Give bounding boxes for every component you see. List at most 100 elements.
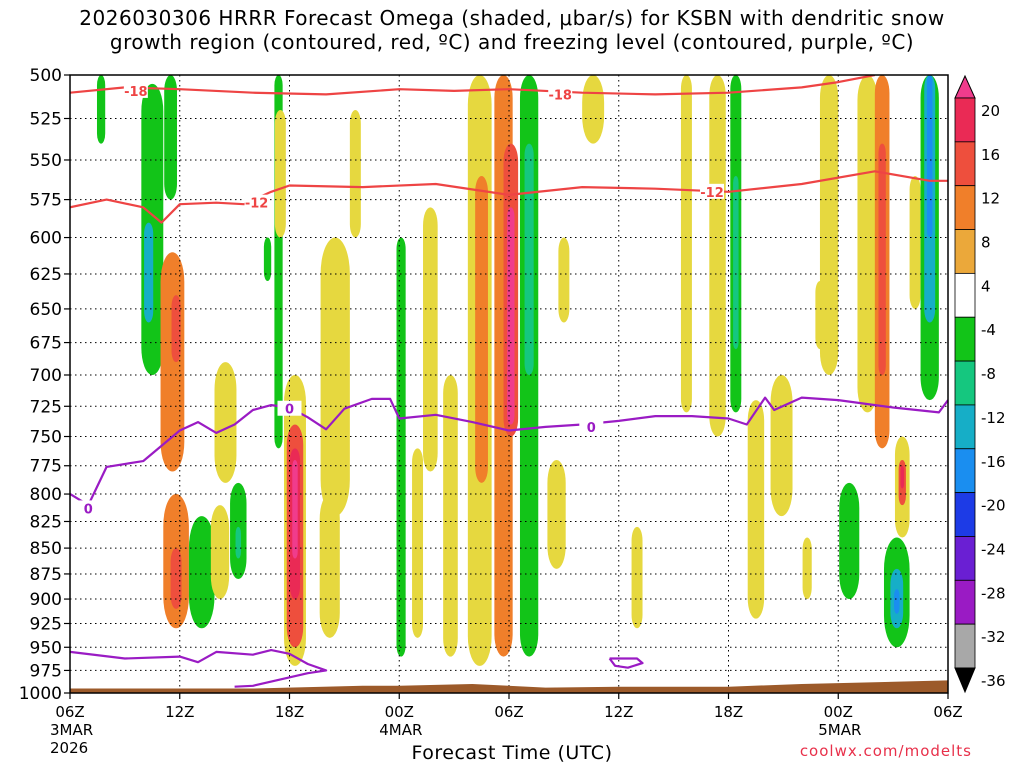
omega-cell-19 — [292, 459, 298, 559]
omega-cell-38 — [680, 75, 692, 413]
dgz-label-3-bg — [700, 183, 725, 199]
dgz-label-0-bg — [123, 82, 148, 98]
omega-cell-3 — [164, 75, 178, 200]
dgz-label-3: -12 — [700, 186, 724, 201]
colorbar-label-0: 20 — [981, 102, 1000, 120]
omega-cell-23 — [396, 237, 406, 657]
y-tick-label-675: 675 — [30, 334, 62, 354]
omega-cell-57 — [909, 176, 921, 309]
y-tick-label-725: 725 — [30, 397, 62, 417]
x-tick-label-12: 18Z — [275, 703, 304, 721]
colorbar-segment-2 — [954, 185, 976, 230]
omega-cell-9 — [210, 505, 230, 600]
colorbar-label-12: -32 — [981, 628, 1006, 646]
x-tick-label-6: 12Z — [165, 703, 194, 721]
y-tick-label-650: 650 — [30, 300, 62, 320]
y-tick-label-625: 625 — [30, 265, 62, 285]
colorbar-segment-10 — [954, 536, 976, 581]
colorbar-label-10: -24 — [981, 540, 1006, 558]
colorbar-bottom-arrow — [954, 667, 976, 694]
x-tick-label-42: 00Z — [824, 703, 853, 721]
omega-cell-25 — [423, 207, 438, 472]
colorbar-label-11: -28 — [981, 584, 1006, 602]
gridlines — [70, 74, 948, 694]
omega-cell-60 — [926, 75, 933, 238]
colorbar-segment-5 — [954, 316, 976, 362]
omega-cell-2 — [144, 222, 154, 323]
colorbar: 20 16 12 8 4 -4 -8 -12 -16 -20 -24 -28 -32 -36 — [954, 74, 1006, 694]
colorbar-segment-12 — [954, 623, 976, 669]
terrain-fill — [70, 680, 948, 693]
y-tick-label-1000: 1000 — [19, 684, 62, 704]
y-tick-label-550: 550 — [30, 151, 62, 171]
omega-cell-28 — [475, 176, 488, 483]
omega-cell-5 — [171, 295, 181, 363]
omega-cell-33 — [524, 143, 534, 375]
omega-cell-21 — [319, 494, 340, 638]
y-tick-label-750: 750 — [30, 428, 62, 448]
terrain-ground — [70, 680, 948, 693]
x-year-label-0: 2026 — [50, 739, 88, 757]
y-tick-label-925: 925 — [30, 614, 62, 634]
colorbar-segment-7 — [954, 404, 976, 450]
y-tick-label-525: 525 — [30, 110, 62, 130]
x-tick-label-18: 00Z — [385, 703, 414, 721]
colorbar-segment-8 — [954, 448, 976, 494]
omega-cell-12 — [214, 362, 237, 483]
omega-cell-34 — [547, 459, 566, 569]
colorbar-label-5: -4 — [981, 321, 996, 339]
omega-cell-53 — [900, 465, 905, 489]
y-tick-label-850: 850 — [30, 539, 62, 559]
dgz-contour-minus12 — [70, 170, 948, 224]
colorbar-label-1: 16 — [981, 146, 1000, 164]
chart-title-line-1: 2026030306 HRRR Forecast Omega (shaded, … — [79, 6, 945, 30]
colorbar-label-2: 12 — [981, 190, 1000, 208]
freezing-label-0: 0 — [84, 502, 93, 517]
omega-cell-20 — [320, 237, 350, 517]
colorbar-segment-4 — [954, 272, 976, 318]
colorbar-segment-0 — [954, 97, 976, 143]
omega-cell-13 — [263, 237, 272, 282]
omega-shading — [96, 75, 939, 666]
x-date-label-18: 4MAR — [379, 721, 422, 739]
colorbar-segment-9 — [954, 492, 976, 537]
x-date-label-42: 5MAR — [818, 721, 861, 739]
omega-cell-39 — [709, 75, 726, 437]
colorbar-label-7: -12 — [981, 409, 1006, 427]
colorbar-label-4: 4 — [981, 277, 991, 295]
colorbar-label-13: -36 — [981, 672, 1006, 690]
omega-cell-4 — [160, 252, 185, 472]
omega-cell-43 — [770, 374, 793, 517]
freezing-level-loop-contour — [608, 657, 644, 669]
freezing-label-0-bg — [76, 500, 101, 516]
omega-cell-31 — [507, 207, 515, 425]
x-tick-label-48: 06Z — [933, 703, 962, 721]
omega-cell-50 — [878, 143, 886, 375]
freezing-level-contour — [70, 396, 948, 507]
colorbar-segment-11 — [954, 579, 976, 625]
dgz-label-0: -18 — [124, 85, 148, 100]
x-tick-label-30: 12Z — [604, 703, 633, 721]
omega-cell-42 — [747, 400, 765, 619]
omega-cell-11 — [235, 526, 242, 559]
y-tick-label-950: 950 — [30, 638, 62, 658]
chart-title-line-2: growth region (contoured, red, ºC) and f… — [109, 30, 915, 54]
colorbar-top-arrow — [954, 74, 976, 99]
omega-cell-56 — [894, 589, 900, 614]
x-date-label-0: 3MAR — [50, 721, 93, 739]
dgz-label-2-bg — [244, 194, 269, 210]
credit-link[interactable]: coolwx.com/modelts — [799, 742, 972, 760]
colorbar-label-3: 8 — [981, 234, 991, 252]
contour-lines: -18 -18 -12 -12 0 0 0 — [70, 75, 948, 688]
omega-cell-48 — [857, 75, 878, 413]
y-tick-label-700: 700 — [30, 366, 62, 386]
omega-cell-0 — [96, 75, 106, 144]
pressure-axis: 500 525 550 575 600 625 650 675 700 725 750 775 800 8… — [19, 66, 70, 704]
dgz-contour-minus18 — [70, 75, 876, 96]
y-tick-label-875: 875 — [30, 565, 62, 585]
freezing-level-low-contour — [70, 649, 328, 688]
omega-cell-37 — [631, 526, 643, 629]
y-tick-label-575: 575 — [30, 191, 62, 211]
omega-cell-7 — [170, 548, 182, 609]
y-tick-label-975: 975 — [30, 661, 62, 681]
